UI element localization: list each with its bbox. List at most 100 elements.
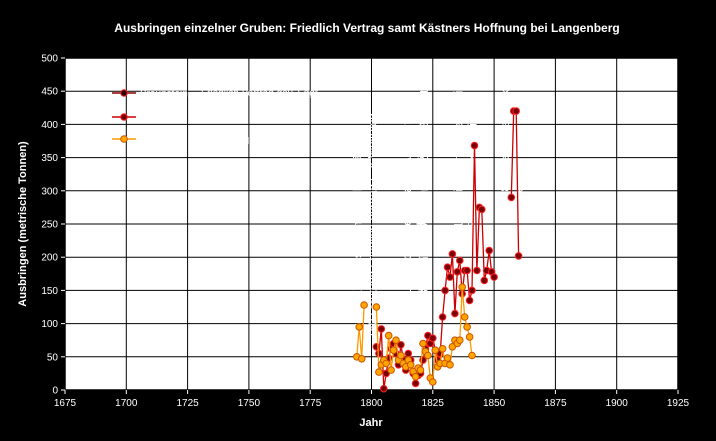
x-tick-label: 1900 [606,398,629,409]
data-point [397,341,405,349]
data-point [456,336,464,345]
annotation-label: Stolns, 1841 Konsolidation [468,92,480,228]
data-point [441,286,449,295]
annotation-label: vereinigt Feld [514,129,526,198]
data-point [424,351,432,360]
data-point [406,361,415,369]
data-point [485,246,494,255]
legend-group-label: Friedlich Vertrag gev. Fdgr. [201,88,320,99]
data-point [465,296,474,305]
data-point [512,107,521,115]
data-point [429,378,437,386]
annotation-label: 1796 Mutung Kästners Hoffnung Chr.F.Käst… [353,130,365,368]
legend-series-label: Eisenstein [140,113,186,124]
x-tick-label: 1750 [238,398,261,409]
y-tick-label: 400 [41,120,58,131]
annotation-label: Kästners neue Hoffnung an C.H.Riedel, [416,106,428,308]
data-point [480,276,489,285]
data-point [384,331,393,340]
data-point [468,286,476,295]
data-point [451,309,459,318]
legend-marker [120,113,128,121]
y-tick-label: 200 [41,253,58,264]
data-point [463,323,471,331]
x-tick-label: 1700 [115,398,138,409]
data-point [490,273,498,281]
data-point [456,256,464,265]
data-point [387,366,395,374]
chart-title: Ausbringen einzelner Gruben: Friedlich V… [114,21,619,35]
data-point [377,325,386,333]
y-axis-ticks: 0 50 100 150 200 250 300 350 400 450 500 [41,54,65,397]
legend: Braunstein Eisenstein Eisenstein Friedlich … [112,88,320,147]
data-point [478,205,486,214]
x-tick-label: 1825 [422,398,445,409]
legend-group-label: Kästners Hoffnung Fdgr. [200,136,308,147]
data-point [360,301,368,309]
data-point [397,351,405,360]
y-axis-label: Ausbringen (metrische Tonnen) [17,141,29,307]
data-point [514,252,523,260]
x-tick-label: 1925 [667,398,690,409]
annotation-label: 1819 Friedlich Vertrag an C.A.Vulturius, [402,106,414,308]
legend-series-label: Braunstein [140,89,188,100]
y-tick-label: 350 [41,153,58,164]
y-tick-label: 0 [52,386,58,397]
series-line [356,304,365,359]
data-point [411,372,420,381]
x-axis-label: Jahr [359,417,383,429]
data-point [416,366,425,374]
data-point [392,336,400,345]
y-tick-label: 150 [41,286,58,297]
data-point [470,141,479,150]
y-tick-label: 50 [47,352,59,363]
data-point [446,361,454,369]
annotation-label: 1823 an C.A.Schramm, 1827 an G.F.Distler [419,77,431,298]
x-tick-label: 1725 [176,398,199,409]
data-point [431,346,440,355]
data-point [507,193,516,202]
data-point [448,250,457,258]
data-point [429,334,437,343]
data-point [453,268,462,276]
annotation-label: 1802 Mutung Friedlich Vertrag C.A.Weißfl… [367,113,379,338]
data-point [446,273,454,281]
data-point [443,354,452,362]
y-tick-label: 450 [41,87,58,98]
data-point [404,349,413,358]
y-tick-label: 300 [41,186,58,197]
y-tick-label: 250 [41,220,58,231]
data-point [375,368,383,376]
x-axis-ticks: 1675 1700 1725 1750 1775 1800 1825 1850 1875 1900… [54,390,690,409]
annotation-label: 1840 Einkommen des Armin [454,84,466,228]
data-point [460,313,469,321]
data-point [357,355,366,363]
data-point [438,313,447,321]
x-tick-label: 1775 [299,398,322,409]
data-point [380,384,388,393]
legend-marker [120,89,128,97]
data-point [411,379,420,388]
data-point [463,266,471,275]
x-tick-label: 1875 [544,398,567,409]
annotation-label: 1859 Verkauf an Wilkauer [500,66,512,198]
series-layer [353,107,523,393]
data-point [372,343,381,351]
data-point [473,266,481,275]
data-point [389,346,398,355]
x-tick-label: 1675 [54,398,77,409]
data-point [438,345,447,353]
data-point [458,283,467,291]
legend-marker [120,135,128,143]
data-point [372,303,381,311]
x-tick-label: 1800 [360,398,383,409]
y-tick-label: 100 [41,319,58,330]
y-tick-label: 500 [41,54,58,65]
data-point [468,351,476,360]
data-point [355,323,364,331]
data-point [382,359,391,368]
annotations: 1796 Mutung Kästners Hoffnung Chr.F.Käst… [353,66,526,368]
data-point [419,339,427,348]
data-point [443,263,452,272]
